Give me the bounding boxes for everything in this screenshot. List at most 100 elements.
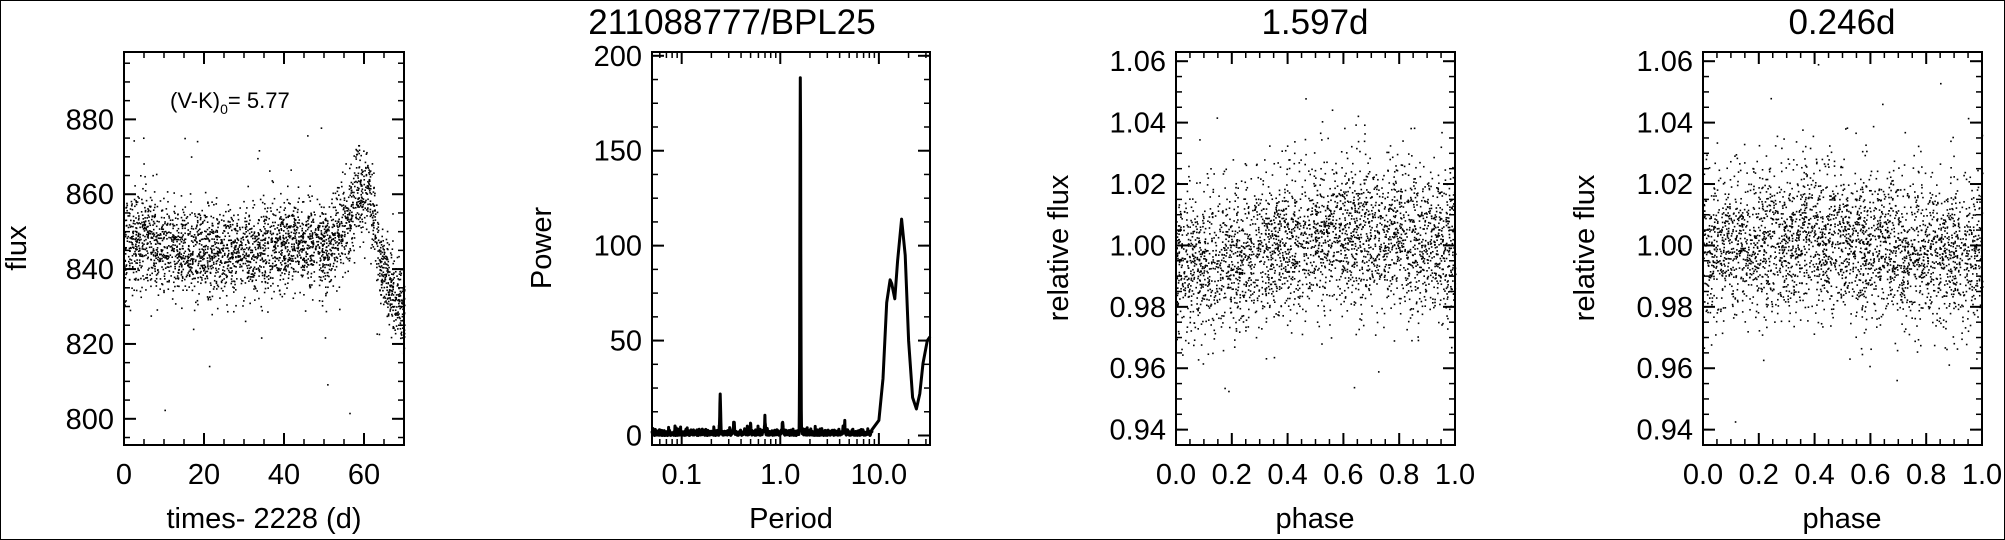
lightcurve-point — [387, 271, 389, 274]
phase-1597-point — [1271, 276, 1273, 279]
phase-1597-point — [1359, 150, 1361, 153]
lightcurve-point — [294, 233, 297, 235]
lightcurve-point — [295, 270, 297, 273]
lightcurve-point — [307, 194, 310, 197]
phase-1597-point — [1318, 224, 1321, 227]
lightcurve-point — [311, 232, 314, 235]
lightcurve-point — [253, 274, 256, 277]
lightcurve-point — [236, 225, 238, 227]
lightcurve-point — [144, 175, 146, 178]
lightcurve-point — [311, 246, 314, 249]
lightcurve-point — [343, 231, 346, 233]
phase-1597-point — [1437, 282, 1439, 285]
phase-1597-point — [1452, 254, 1454, 256]
lightcurve-point — [161, 266, 163, 268]
phase-1597-point — [1190, 232, 1192, 235]
phase-1597-point — [1358, 224, 1361, 226]
lightcurve-point — [195, 227, 197, 230]
lightcurve-point — [200, 270, 202, 273]
lightcurve-point — [129, 309, 132, 312]
phase-1597-point — [1395, 227, 1398, 230]
lightcurve-point — [267, 274, 270, 277]
phase-1597-point — [1339, 200, 1342, 202]
lightcurve-point — [223, 278, 225, 280]
lightcurve-point — [328, 206, 331, 208]
phase-1597-point — [1396, 277, 1398, 279]
lightcurve-point — [135, 227, 138, 230]
phase-1597-point — [1314, 184, 1317, 187]
phase-1597-point — [1284, 270, 1287, 272]
phase-1597-point — [1181, 284, 1184, 286]
lightcurve-point — [309, 233, 311, 235]
lightcurve-point — [282, 236, 284, 239]
lightcurve-point — [267, 278, 270, 281]
lightcurve-point — [383, 280, 386, 283]
lightcurve-point — [387, 300, 390, 303]
lightcurve-point — [136, 259, 138, 261]
lightcurve-point — [212, 261, 215, 264]
lightcurve-point — [182, 268, 185, 271]
phase-1597-point — [1426, 200, 1429, 203]
lightcurve-point — [252, 268, 255, 270]
lightcurve-point — [163, 272, 166, 275]
lightcurve-point — [250, 266, 252, 268]
lightcurve-point — [360, 179, 362, 182]
phase-1597-point — [1251, 250, 1254, 253]
lightcurve-point — [303, 259, 306, 262]
lightcurve-point — [191, 267, 193, 269]
lightcurve-point — [153, 259, 156, 262]
lightcurve-point — [287, 277, 290, 280]
lightcurve-point — [274, 246, 276, 248]
lightcurve-point — [286, 238, 289, 241]
phase-1597-point — [1309, 199, 1311, 202]
lightcurve-point — [191, 260, 194, 263]
lightcurve-point — [227, 239, 230, 242]
phase-1597-point — [1184, 292, 1187, 295]
lightcurve-point — [199, 260, 202, 262]
lightcurve-point — [313, 261, 316, 263]
lightcurve-point — [201, 279, 203, 281]
lightcurve-point — [216, 234, 219, 237]
lightcurve-point — [317, 228, 320, 230]
lightcurve-point — [163, 289, 165, 292]
phase-1597-point — [1223, 297, 1225, 299]
lightcurve-point — [262, 194, 265, 197]
lightcurve-point — [342, 276, 344, 278]
phase-1597-point — [1449, 178, 1452, 180]
lightcurve-point — [263, 275, 266, 277]
phase-1597-point — [1282, 254, 1284, 257]
phase-1597-point — [1208, 282, 1211, 285]
phase-1597-point — [1176, 236, 1179, 238]
lightcurve-point — [162, 268, 165, 271]
lightcurve-point — [177, 238, 180, 241]
lightcurve-point — [328, 236, 331, 239]
phase-1597-point — [1282, 315, 1284, 317]
lightcurve-point — [384, 278, 386, 281]
lightcurve-point — [399, 317, 401, 320]
lightcurve-point — [184, 232, 186, 235]
lightcurve-point — [343, 206, 345, 209]
lightcurve-point — [147, 256, 149, 259]
phase-1597-point — [1248, 256, 1250, 259]
lightcurve-point — [176, 223, 178, 226]
lightcurve-point — [306, 228, 309, 231]
phase-1597-point — [1281, 200, 1284, 202]
phase-1597-point — [1273, 301, 1276, 303]
phase-1597-point — [1384, 258, 1387, 261]
lightcurve-point — [326, 230, 328, 232]
phase-1597-point — [1409, 308, 1412, 311]
phase-1597-point — [1304, 320, 1307, 323]
lightcurve-point — [324, 278, 327, 280]
phase-1597-point — [1418, 280, 1420, 282]
lightcurve-point — [376, 333, 379, 335]
phase-1597-point — [1328, 245, 1330, 247]
phase-1597-point — [1210, 267, 1212, 270]
phase-1597-point — [1389, 236, 1391, 238]
phase-1597-point — [1337, 251, 1340, 253]
lightcurve-point — [347, 270, 349, 273]
lightcurve-point — [400, 291, 403, 294]
lightcurve-point — [349, 412, 351, 415]
lightcurve-point — [332, 192, 335, 195]
lightcurve-point — [181, 277, 184, 279]
lightcurve-point — [352, 194, 355, 197]
